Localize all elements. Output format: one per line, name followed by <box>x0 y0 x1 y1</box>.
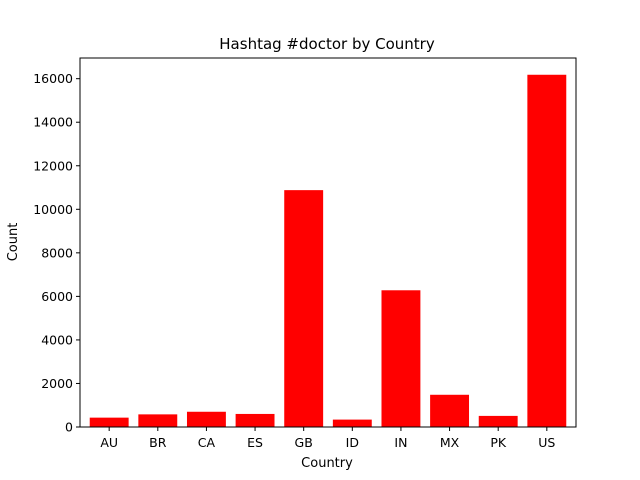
x-axis-ticks: AU BR CA ES GB ID IN MX PK US <box>100 427 555 450</box>
y-tick-label: 8000 <box>41 245 73 260</box>
x-tick-label: PK <box>490 435 507 450</box>
y-tick-label: 6000 <box>41 289 73 304</box>
bar-br <box>138 414 178 427</box>
x-tick-label: US <box>538 435 555 450</box>
plot-frame <box>79 57 577 428</box>
bar-pk <box>478 415 518 427</box>
y-tick-label: 4000 <box>41 332 73 347</box>
y-axis-ticks: 0 2000 4000 6000 8000 10000 12000 14000 16000 <box>33 71 80 435</box>
y-tick-label: 2000 <box>41 376 73 391</box>
bar-id <box>332 419 372 427</box>
y-tick-label: 10000 <box>33 202 73 217</box>
bars-group <box>89 74 567 427</box>
x-tick-label: CA <box>198 435 216 450</box>
bar-ca <box>186 411 226 427</box>
bar-gb <box>284 190 324 427</box>
x-axis-label: Country <box>301 456 353 471</box>
bar-in <box>381 290 421 427</box>
x-tick-label: BR <box>149 435 167 450</box>
bar-us <box>527 74 567 427</box>
x-tick-label: ES <box>247 435 263 450</box>
y-tick-label: 16000 <box>33 71 73 86</box>
x-tick-label: ID <box>346 435 359 450</box>
x-tick-label: MX <box>440 435 460 450</box>
y-tick-label: 0 <box>65 420 73 435</box>
x-tick-label: GB <box>295 435 313 450</box>
y-axis-label: Count <box>6 223 21 262</box>
y-tick-label: 14000 <box>33 115 73 130</box>
bar-es <box>235 413 275 427</box>
x-tick-label: IN <box>394 435 407 450</box>
bar-mx <box>430 394 470 427</box>
x-tick-label: AU <box>100 435 118 450</box>
y-tick-label: 12000 <box>33 158 73 173</box>
chart-title: Hashtag #doctor by Country <box>219 35 435 53</box>
bar-au <box>89 417 129 427</box>
